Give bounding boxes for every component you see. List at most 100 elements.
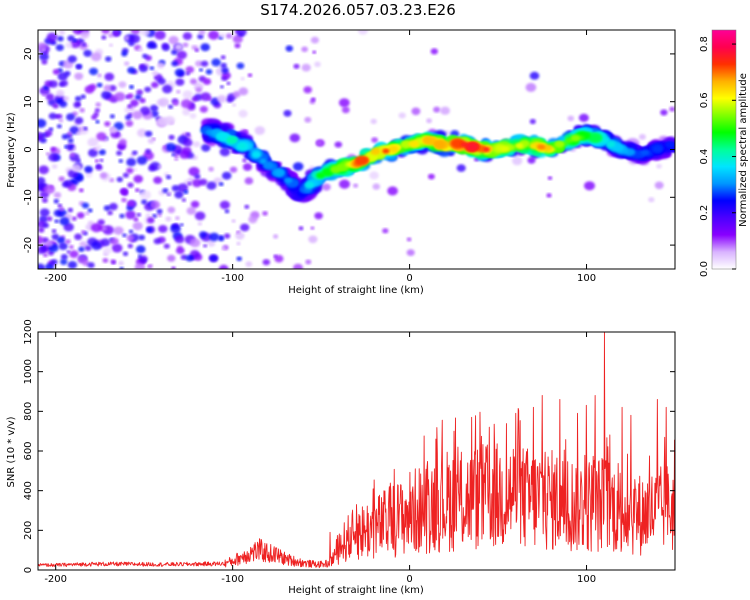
spectrogram-cell [176,90,181,94]
spectrogram-cell [122,172,129,178]
spectrogram-cell [90,223,103,233]
spectrogram-cell [76,212,85,219]
spectrogram-cell [185,71,190,76]
spectrogram-cell [103,247,112,255]
spectrogram-cell [232,91,241,98]
spectrogram-cell [44,51,48,55]
spectrogram-cell [59,30,65,36]
spectrogram-cell [127,243,133,249]
spectrogram-cell [64,179,73,187]
spectrogram-cell [314,61,321,68]
spectrogram-cell [95,102,101,108]
snr-y-axis: 0 200 400 600 800 1000 1200 [23,319,675,573]
spectrogram-cell [170,224,181,234]
spectrogram-cell [221,71,231,80]
spectrogram-cell [220,85,224,89]
spectrogram-cell [38,165,49,175]
x-tick-label: 100 [577,574,596,585]
spectrogram-ridge-cell [238,143,246,149]
spectrogram-cell [221,171,232,180]
x-tick-label: 0 [406,273,412,284]
spectrogram-cell [56,89,65,97]
spectrogram-cell [54,219,59,223]
spectrogram-cell [273,254,278,258]
spectrogram-cell [139,190,151,200]
spectrogram-cell [219,33,226,38]
spectrogram-cell [147,217,155,224]
spectrogram-cell [168,134,175,140]
spectrogram-cell [165,142,176,152]
spectrogram-cell [387,186,398,196]
spectrogram-cell [69,250,79,258]
spectrogram-cell [301,46,308,53]
spectrogram-cell [234,43,241,49]
spectrogram-cell [38,131,45,142]
spectrogram-cell [312,50,317,54]
spectrogram-cell [153,238,161,245]
spectrogram-cell [199,68,203,72]
spectrogram-cell [236,241,241,246]
spectrogram-cell [127,104,132,109]
colorbar-tick-label: 0.4 [699,149,710,165]
spectrogram-cell [186,207,196,215]
spectrogram-cell [195,87,202,93]
spectrogram-cell [118,81,127,88]
spectrogram-cell [456,164,466,172]
spectrogram-cell [153,176,163,184]
spectrogram-cell [51,164,58,169]
spectrogram-cell [207,240,216,247]
spectrogram-cell [132,110,143,120]
spectrogram-ridge-cell [652,145,663,153]
spectrogram-cell [197,34,204,40]
spectrogram-cell [84,245,92,251]
spectrogram-cell [38,118,47,128]
y-tick-label: 800 [23,402,34,421]
spectrogram-cell [174,154,179,158]
spectrogram-cell [157,213,162,217]
spectrogram-cell [100,238,111,247]
snr-y-label: SNR (10 * v/v) [6,416,17,487]
spectrogram-cell [656,164,662,169]
spectrogram-cell [158,97,170,107]
snr-x-axis: -200 -100 0 100 [44,332,596,585]
spectrogram-cell [59,217,70,226]
spectrogram-cell [74,72,84,81]
spectrogram-cell [130,30,141,35]
spectrogram-cell [48,153,59,162]
spectrogram-cell [244,204,250,209]
spectrogram-cell [236,256,242,262]
spectrogram-ridge-cell [215,131,230,142]
spectrogram-cell [310,226,315,230]
spectrogram-cell [139,97,146,104]
spectrogram-cell [174,190,184,199]
spectrogram-cell [205,69,213,75]
spectrogram-cell [339,179,350,189]
spectrogram-cell [298,226,304,231]
spectrogram-cell [226,97,234,103]
spectrogram-ridge-cell [274,169,285,177]
spectrogram-cell [529,118,536,125]
spectrogram-cell [118,138,127,146]
spectrogram-cell [78,127,83,131]
spectrogram-cell [74,96,82,102]
spectrogram-cell [145,130,153,137]
spectrogram-cell [55,44,64,51]
spectrogram-cell [262,259,271,266]
spectrogram-ridge-cell [641,149,650,156]
spectrogram-cell [58,242,68,250]
spectrogram-cell [53,209,63,217]
spectrogram-cell [101,226,107,231]
spectrogram-cell [126,93,134,99]
spectrogram-cell [206,181,217,190]
spectrogram-cell [194,173,201,180]
spectrogram-cell [292,162,304,171]
spectrogram-cell [182,32,193,40]
spectrogram-cell [42,93,46,97]
spectrogram-cell [53,192,62,199]
spectrogram-cell [112,30,120,37]
spectrogram-cell [119,213,125,219]
spectrogram-cell [78,246,85,252]
spectrogram-cell [167,191,172,195]
spectrogram-cell [61,133,69,140]
spectrogram-cell [199,105,208,113]
